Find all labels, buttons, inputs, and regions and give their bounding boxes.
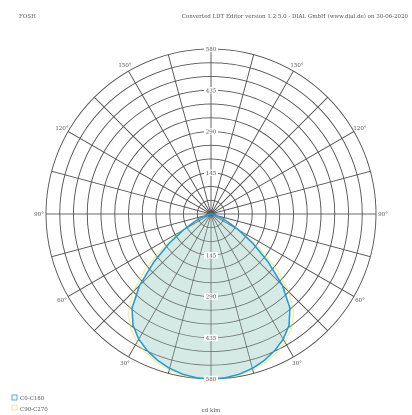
- radial-tick-label: 290: [206, 295, 217, 301]
- unit-label: cd klm: [202, 408, 221, 414]
- radial-tick-labels: 145 145 290 290 435 435 580 580: [204, 45, 218, 383]
- angle-labels: 30° 60° 90° 120° 150° 30° 60° 90° 120° 150°: [34, 63, 388, 367]
- radial-tick-bg: [204, 252, 218, 259]
- angle-label: 60°: [355, 298, 365, 304]
- legend-label-c90: C90-C270: [20, 407, 48, 413]
- angle-label: 60°: [57, 298, 67, 304]
- header-right-label: Converted LDT Editor version 1.2.5.0 - D…: [182, 13, 409, 20]
- radial-tick-label: 435: [206, 336, 217, 342]
- radial-tick-bg: [204, 87, 218, 94]
- angle-label: 150°: [118, 63, 131, 69]
- radial-tick-bg: [204, 375, 218, 383]
- angle-label: 30°: [120, 361, 130, 367]
- legend-swatch-c90: [11, 404, 18, 411]
- radial-tick-label: 580: [206, 377, 217, 383]
- radial-tick-label: 580: [206, 47, 217, 53]
- legend-label-c0: C0-C180: [20, 396, 45, 402]
- legend: C0-C180 C90-C270: [11, 394, 48, 413]
- angle-label: 120°: [353, 126, 366, 132]
- radial-tick-bg: [204, 128, 218, 135]
- header-left-label: FOSH: [19, 14, 36, 20]
- radial-tick-bg: [204, 293, 218, 300]
- legend-swatch-c0: [11, 394, 18, 401]
- radial-tick-bg: [204, 334, 218, 341]
- radial-tick-bg: [204, 45, 218, 53]
- radial-tick-label: 145: [206, 253, 217, 259]
- radial-tick-label: 435: [206, 88, 217, 94]
- angle-label: 90°: [378, 212, 388, 218]
- angle-label: 90°: [34, 212, 44, 218]
- angle-label: 120°: [55, 126, 68, 132]
- angle-label: 150°: [290, 63, 303, 69]
- radial-tick-label: 145: [206, 171, 217, 177]
- radial-tick-bg: [204, 169, 218, 176]
- intensity-curves: [45, 48, 377, 380]
- radial-tick-label: 290: [206, 130, 217, 136]
- angle-label: 30°: [292, 361, 302, 367]
